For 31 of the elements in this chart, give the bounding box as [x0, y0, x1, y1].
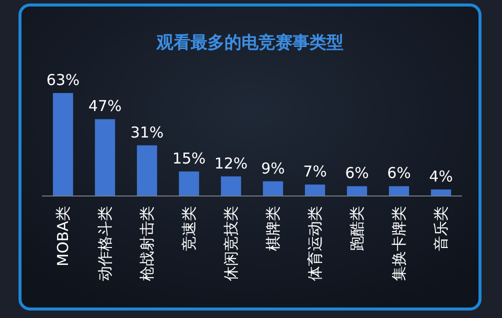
data-label: 4%	[429, 167, 453, 186]
data-label: 15%	[172, 149, 206, 168]
bar	[346, 186, 368, 196]
data-label: 6%	[387, 164, 411, 182]
data-label: 6%	[345, 164, 369, 182]
bar	[136, 145, 158, 196]
bar	[304, 184, 326, 196]
x-tick-label: 音乐类	[432, 206, 450, 251]
x-tick-label: 动作格斗类	[96, 206, 114, 281]
bar	[388, 186, 410, 196]
bar	[52, 93, 74, 196]
x-tick-label: 体育运动类	[306, 206, 324, 281]
data-label: 7%	[303, 162, 327, 181]
bar	[262, 181, 284, 196]
x-tick-label: 竞速类	[180, 206, 198, 251]
bar	[220, 176, 242, 196]
x-tick-label: 跑酷类	[348, 206, 366, 251]
bar	[178, 171, 200, 196]
x-tick-label: 休闲竞技类	[222, 206, 240, 281]
data-label: 31%	[130, 123, 164, 142]
x-tick-label: MOBA类	[54, 206, 72, 266]
data-label: 47%	[88, 97, 122, 116]
data-label: 9%	[261, 159, 285, 178]
data-label: 12%	[214, 154, 248, 172]
chart-title: 观看最多的电竞赛事类型	[156, 33, 344, 53]
x-tick-label: 集换卡牌类	[390, 206, 408, 281]
data-label: 63%	[46, 71, 80, 89]
x-tick-label: 枪战射击类	[138, 206, 156, 281]
bar	[94, 119, 116, 196]
bar	[430, 189, 452, 196]
x-tick-label: 棋牌类	[264, 206, 282, 251]
